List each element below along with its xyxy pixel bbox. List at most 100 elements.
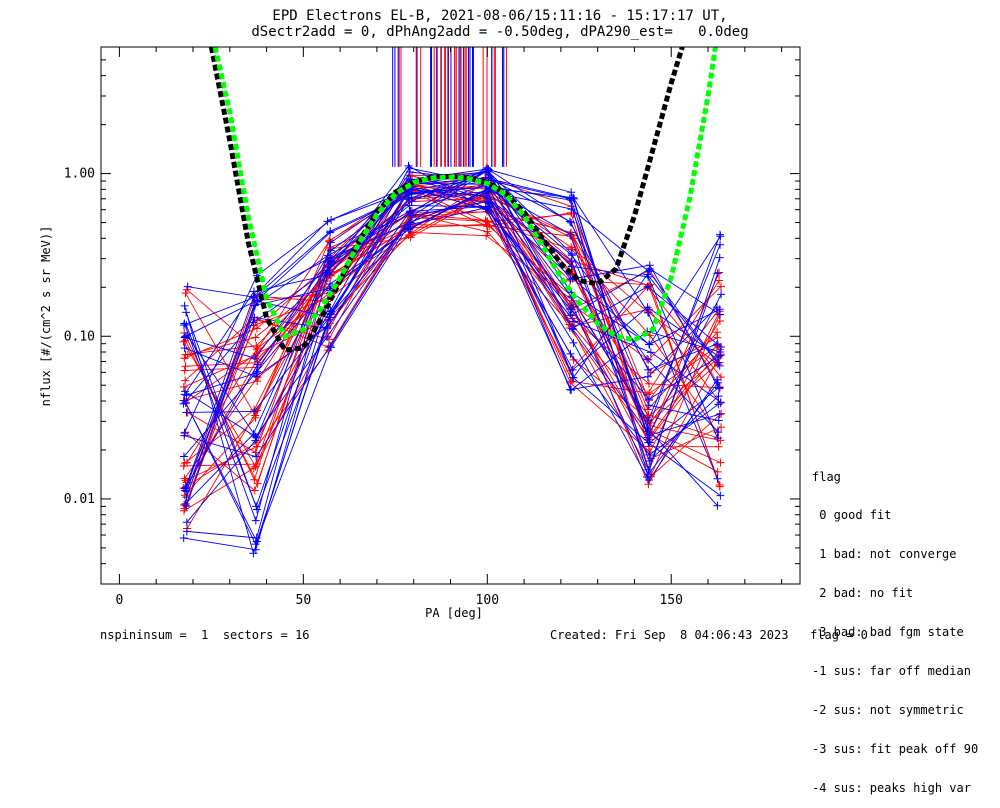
blue-data-point (182, 527, 191, 536)
footer-created-info: Created: Fri Sep 8 04:06:43 2023 flag = … (550, 628, 868, 642)
blue-data-point (713, 474, 722, 483)
red-data-point (252, 460, 261, 469)
red-data-point (253, 377, 262, 386)
red-data-point (253, 479, 262, 488)
red-data-point (251, 411, 260, 420)
blue-data-point (716, 240, 725, 249)
blue-data-point (250, 354, 259, 363)
chart-title-line-1: EPD Electrons EL-B, 2021-08-06/15:11:16 … (272, 8, 728, 24)
legend-item: -4 sus: peaks high var (812, 781, 971, 795)
red-data-point (180, 366, 189, 375)
red-data-point (715, 481, 724, 490)
red-data-point (252, 341, 261, 350)
blue-data-point (250, 313, 259, 322)
red-data-point (181, 350, 190, 359)
blue-data-point (715, 384, 724, 393)
legend-item: -2 sus: not symmetric (812, 703, 964, 717)
red-data-point (717, 409, 726, 418)
blue-data-point (643, 372, 652, 381)
blue-data-point (179, 534, 188, 543)
blue-data-point (251, 372, 260, 381)
blue-data-point (323, 332, 332, 341)
x-axis-label: PA [deg] (425, 606, 483, 620)
blue-data-point (252, 533, 261, 542)
blue-spectrum-line (186, 187, 719, 498)
red-data-point (183, 458, 192, 467)
red-data-point (181, 362, 190, 371)
blue-data-point (713, 269, 722, 278)
blue-data-point (407, 185, 416, 194)
red-data-point (643, 405, 652, 414)
legend-item: 3 bad: bad fgm state (812, 625, 964, 639)
blue-data-point (715, 410, 724, 419)
red-data-point (180, 474, 189, 483)
blue-data-point (716, 232, 725, 241)
blue-data-point (326, 279, 335, 288)
blue-data-point (643, 282, 652, 291)
blue-data-point (716, 347, 725, 356)
red-data-point (249, 464, 258, 473)
blue-data-point (183, 282, 192, 291)
red-data-point (181, 289, 190, 298)
red-data-point (250, 475, 259, 484)
blue-data-point (326, 238, 335, 247)
blue-data-point (327, 215, 336, 224)
red-data-point (715, 268, 724, 277)
y-tick-label: 1.00 (64, 167, 95, 182)
blue-data-point (180, 301, 189, 310)
blue-spectrum-line (184, 170, 720, 489)
blue-data-point (644, 308, 653, 317)
red-data-point (251, 333, 260, 342)
blue-spectrum-line (184, 191, 719, 555)
red-data-point (181, 428, 190, 437)
blue-data-point (644, 401, 653, 410)
blue-spectrum-line (185, 177, 718, 511)
blue-data-point (326, 307, 335, 316)
red-data-point (716, 458, 725, 467)
blue-data-point (643, 270, 652, 279)
blue-data-point (643, 354, 652, 363)
blue-data-point (251, 516, 260, 525)
blue-data-point (713, 378, 722, 387)
blue-data-point (249, 287, 258, 296)
blue-data-point (408, 211, 417, 220)
blue-data-point (713, 339, 722, 348)
footer-left-info: nspininsum = 1 sectors = 16 (100, 628, 310, 642)
blue-data-point (182, 487, 191, 496)
blue-spectrum-line (184, 168, 721, 458)
blue-data-point (567, 205, 576, 214)
blue-data-point (326, 228, 335, 237)
blue-spectrum-line (185, 206, 721, 546)
blue-data-point (717, 290, 726, 299)
red-data-point (252, 345, 261, 354)
blue-data-point (565, 194, 574, 203)
red-data-point (714, 442, 723, 451)
blue-data-point (484, 202, 493, 211)
blue-data-point (483, 187, 492, 196)
blue-data-point (714, 392, 723, 401)
blue-data-point (180, 344, 189, 353)
blue-data-point (567, 188, 576, 197)
blue-data-point (325, 270, 334, 279)
blue-data-point (253, 296, 262, 305)
legend-item: -3 sus: fit peak off 90 (812, 742, 979, 756)
blue-data-point (566, 349, 575, 358)
blue-data-point (405, 194, 414, 203)
blue-spectrum-line (183, 186, 719, 523)
blue-data-point (323, 266, 332, 275)
legend-title: flag (812, 470, 841, 484)
blue-data-point (323, 323, 332, 332)
flag-legend: 0 good fit 1 bad: not converge 2 bad: no… (812, 483, 978, 808)
blue-data-point (405, 164, 414, 173)
blue-data-point (716, 491, 725, 500)
blue-data-point (326, 246, 335, 255)
red-data-point (482, 231, 491, 240)
red-spectrum-line (184, 223, 722, 486)
blue-data-point (568, 302, 577, 311)
red-data-point (252, 442, 261, 451)
blue-data-point (181, 399, 190, 408)
blue-data-point (713, 501, 722, 510)
blue-data-point (326, 341, 335, 350)
blue-data-point (252, 452, 261, 461)
red-data-point (483, 227, 492, 236)
